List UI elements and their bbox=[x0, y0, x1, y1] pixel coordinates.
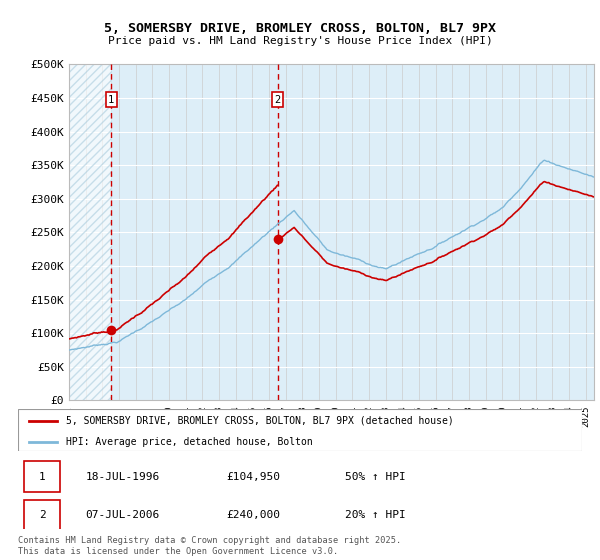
FancyBboxPatch shape bbox=[23, 461, 60, 492]
Text: Contains HM Land Registry data © Crown copyright and database right 2025.
This d: Contains HM Land Registry data © Crown c… bbox=[18, 536, 401, 556]
Bar bbox=[69, 64, 112, 400]
FancyBboxPatch shape bbox=[23, 500, 60, 531]
Text: HPI: Average price, detached house, Bolton: HPI: Average price, detached house, Bolt… bbox=[66, 437, 313, 446]
Text: 5, SOMERSBY DRIVE, BROMLEY CROSS, BOLTON, BL7 9PX (detached house): 5, SOMERSBY DRIVE, BROMLEY CROSS, BOLTON… bbox=[66, 416, 454, 426]
Text: £104,950: £104,950 bbox=[227, 472, 281, 482]
Text: £240,000: £240,000 bbox=[227, 510, 281, 520]
FancyBboxPatch shape bbox=[18, 409, 582, 451]
Text: 1: 1 bbox=[108, 95, 115, 105]
Text: 2: 2 bbox=[39, 510, 46, 520]
Text: 50% ↑ HPI: 50% ↑ HPI bbox=[345, 472, 406, 482]
Text: Price paid vs. HM Land Registry's House Price Index (HPI): Price paid vs. HM Land Registry's House … bbox=[107, 36, 493, 46]
Text: 5, SOMERSBY DRIVE, BROMLEY CROSS, BOLTON, BL7 9PX: 5, SOMERSBY DRIVE, BROMLEY CROSS, BOLTON… bbox=[104, 22, 496, 35]
Text: 1: 1 bbox=[39, 472, 46, 482]
Bar bbox=[112, 64, 278, 400]
Text: 07-JUL-2006: 07-JUL-2006 bbox=[86, 510, 160, 520]
Text: 18-JUL-1996: 18-JUL-1996 bbox=[86, 472, 160, 482]
Text: 20% ↑ HPI: 20% ↑ HPI bbox=[345, 510, 406, 520]
Text: 2: 2 bbox=[275, 95, 281, 105]
